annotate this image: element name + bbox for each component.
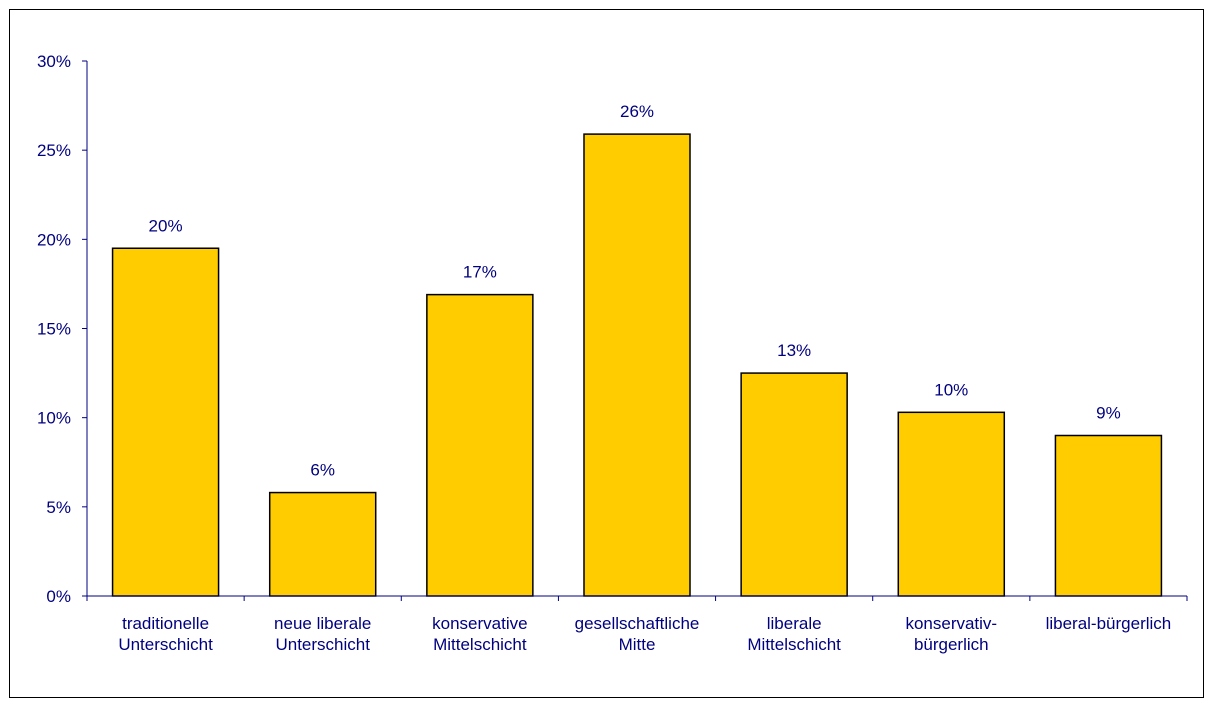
- category-label-line: Mittelschicht: [747, 635, 841, 654]
- category-label-line: neue liberale: [274, 614, 371, 633]
- category-label: traditionelle Unterschicht: [118, 614, 213, 654]
- bar: [426, 293, 534, 597]
- bar-data-label: 6%: [310, 461, 335, 480]
- bar-data-label: 26%: [620, 102, 654, 121]
- category-label-line: bürgerlich: [914, 635, 989, 654]
- y-tick-label: 15%: [37, 320, 71, 339]
- category-label: liberal-bürgerlich: [1046, 614, 1172, 633]
- category-label-line: konservativ-: [905, 614, 997, 633]
- y-tick-label: 30%: [37, 52, 71, 71]
- category-label: liberale Mittelschicht: [747, 614, 841, 654]
- x-axis: traditionelle Unterschicht neue liberale Un…: [86, 595, 1188, 654]
- category-label: konservativ-bürgerlich: [905, 614, 997, 654]
- category-label: konservative Mittelschicht: [432, 614, 527, 654]
- y-tick-label: 0%: [46, 587, 71, 606]
- category-label-line: Mittelschicht: [433, 635, 527, 654]
- bar-data-label: 9%: [1096, 404, 1121, 423]
- bars: 20% 6% 17% 26% 13% 10% 9%: [111, 102, 1163, 597]
- y-tick-label: 5%: [46, 498, 71, 517]
- category-label-line: Unterschicht: [275, 635, 370, 654]
- category-label: neue liberale Unterschicht: [274, 614, 371, 654]
- bar: [111, 247, 220, 597]
- bar: [268, 491, 377, 597]
- y-tick-label: 25%: [37, 141, 71, 160]
- bar-data-label: 13%: [777, 341, 811, 360]
- category-label-line: liberale: [767, 614, 822, 633]
- bar: [740, 372, 848, 597]
- category-label: gesellschaftliche Mitte: [575, 614, 700, 654]
- category-label-line: Unterschicht: [118, 635, 213, 654]
- bar-data-label: 17%: [463, 263, 497, 282]
- category-label-line: traditionelle: [122, 614, 209, 633]
- category-label-line: liberal-bürgerlich: [1046, 614, 1172, 633]
- category-label-line: konservative: [432, 614, 527, 633]
- bar-data-label: 10%: [934, 380, 968, 399]
- y-tick-label: 20%: [37, 230, 71, 249]
- bar: [583, 133, 691, 597]
- bar: [897, 411, 1006, 597]
- y-tick-label: 10%: [37, 409, 71, 428]
- y-axis: 0% 5% 10% 15% 20% 25% 30%: [37, 52, 88, 606]
- category-label-line: gesellschaftliche: [575, 614, 700, 633]
- bar: [1054, 434, 1163, 597]
- category-label-line: Mitte: [619, 635, 656, 654]
- bar-data-label: 20%: [149, 216, 183, 235]
